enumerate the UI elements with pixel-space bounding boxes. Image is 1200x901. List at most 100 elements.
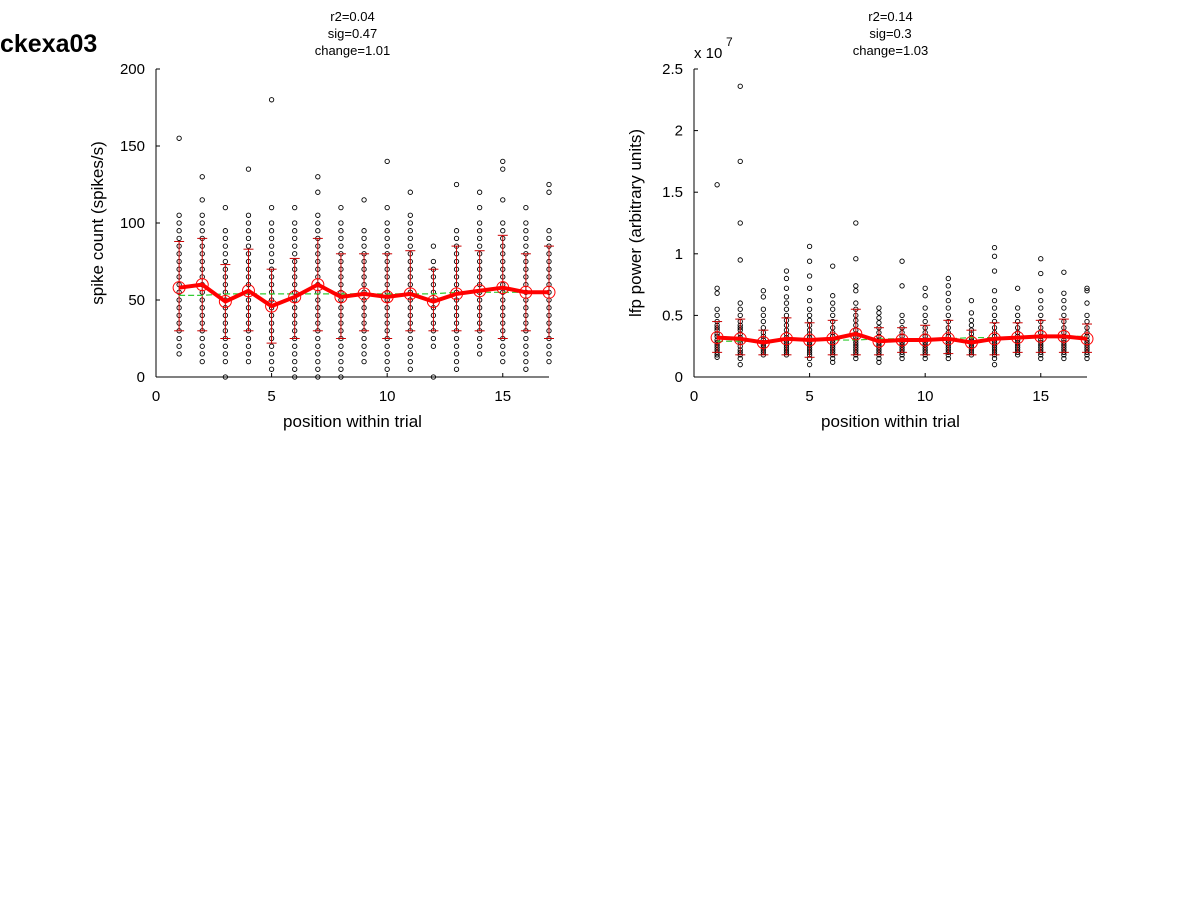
data-point [922, 318, 928, 325]
data-point [245, 235, 252, 242]
data-point [737, 312, 743, 319]
data-point [830, 306, 836, 312]
data-point [476, 228, 483, 234]
data-point [245, 166, 252, 172]
data-point [338, 358, 344, 365]
x-tick-label: 15 [1032, 388, 1049, 405]
stat-line: r2=0.04 [330, 9, 374, 24]
data-point [760, 325, 767, 331]
data-point [737, 220, 743, 226]
data-point [222, 243, 229, 249]
x-tick-label: 10 [917, 388, 934, 405]
data-point [245, 343, 252, 349]
stat-line: r2=0.14 [868, 9, 912, 24]
data-point [338, 204, 344, 211]
mean-marker [1011, 331, 1025, 345]
data-point [945, 275, 951, 282]
data-point [292, 204, 298, 211]
data-point [292, 343, 298, 349]
data-point [361, 235, 367, 242]
figure-title: ckexa03 [0, 30, 98, 58]
data-point [338, 220, 344, 226]
data-point [453, 235, 460, 242]
data-point [476, 204, 483, 211]
stat-line: sig=0.3 [869, 26, 911, 41]
mean-marker [779, 332, 793, 346]
data-point [476, 189, 483, 195]
data-point [176, 343, 182, 349]
data-point [853, 355, 859, 362]
data-point [199, 351, 205, 357]
data-point [899, 355, 905, 362]
data-point [1084, 288, 1090, 294]
data-point [1014, 285, 1021, 291]
data-point [199, 212, 205, 218]
data-point [991, 297, 998, 304]
error-bars [712, 308, 1092, 358]
data-point [292, 243, 298, 249]
data-point [245, 351, 252, 357]
data-point [268, 251, 275, 257]
mean-marker [733, 332, 747, 346]
data-point [830, 355, 836, 362]
data-point [968, 297, 975, 304]
mean-marker [357, 287, 371, 301]
data-point [268, 366, 275, 372]
data-point [338, 366, 344, 372]
data-point [1014, 312, 1021, 319]
mean-marker [710, 331, 724, 345]
data-point [268, 228, 275, 234]
data-point [338, 351, 344, 357]
y-tick-label: 1 [675, 246, 683, 263]
mean-marker [288, 290, 302, 304]
data-point [876, 305, 882, 311]
data-point [991, 305, 998, 311]
data-point [830, 293, 836, 299]
data-point [899, 258, 905, 264]
data-point [176, 135, 182, 141]
data-point [407, 351, 413, 357]
data-point [991, 288, 998, 294]
y-tick-label: 2 [675, 123, 683, 140]
data-point [268, 97, 275, 103]
data-point [899, 312, 905, 319]
data-point [546, 181, 552, 188]
data-point [199, 335, 205, 342]
x-tick-label: 0 [152, 388, 160, 405]
data-point [176, 212, 182, 218]
x-tick-label: 0 [690, 388, 698, 405]
data-point [500, 228, 506, 234]
x-tick-label: 10 [379, 388, 396, 405]
data-point [176, 335, 182, 342]
data-point [1038, 312, 1044, 319]
y-tick-label: 0 [675, 369, 683, 386]
y-tick-label: 0 [137, 369, 145, 386]
mean-marker [941, 332, 955, 346]
data-point [737, 257, 743, 263]
axis-exponent-power: 7 [726, 35, 733, 49]
data-point [315, 374, 321, 380]
mean-marker [403, 287, 417, 301]
data-point [876, 320, 882, 326]
data-point [830, 312, 836, 319]
data-point [222, 251, 229, 257]
data-point [737, 362, 743, 368]
mean-marker [1034, 329, 1048, 343]
data-point [830, 359, 836, 365]
data-point [806, 312, 813, 319]
data-point [245, 243, 252, 249]
data-point [783, 306, 790, 312]
data-point [430, 258, 437, 265]
data-point [922, 293, 928, 299]
data-point [1061, 305, 1067, 311]
data-point [523, 335, 529, 342]
stat-line: sig=0.47 [328, 26, 378, 41]
data-point [806, 306, 813, 312]
data-point [453, 228, 460, 234]
data-point [338, 343, 344, 349]
mean-marker [496, 281, 510, 295]
data-point [922, 305, 928, 311]
data-point [199, 358, 205, 365]
data-point [899, 283, 905, 289]
data-point [806, 258, 813, 264]
